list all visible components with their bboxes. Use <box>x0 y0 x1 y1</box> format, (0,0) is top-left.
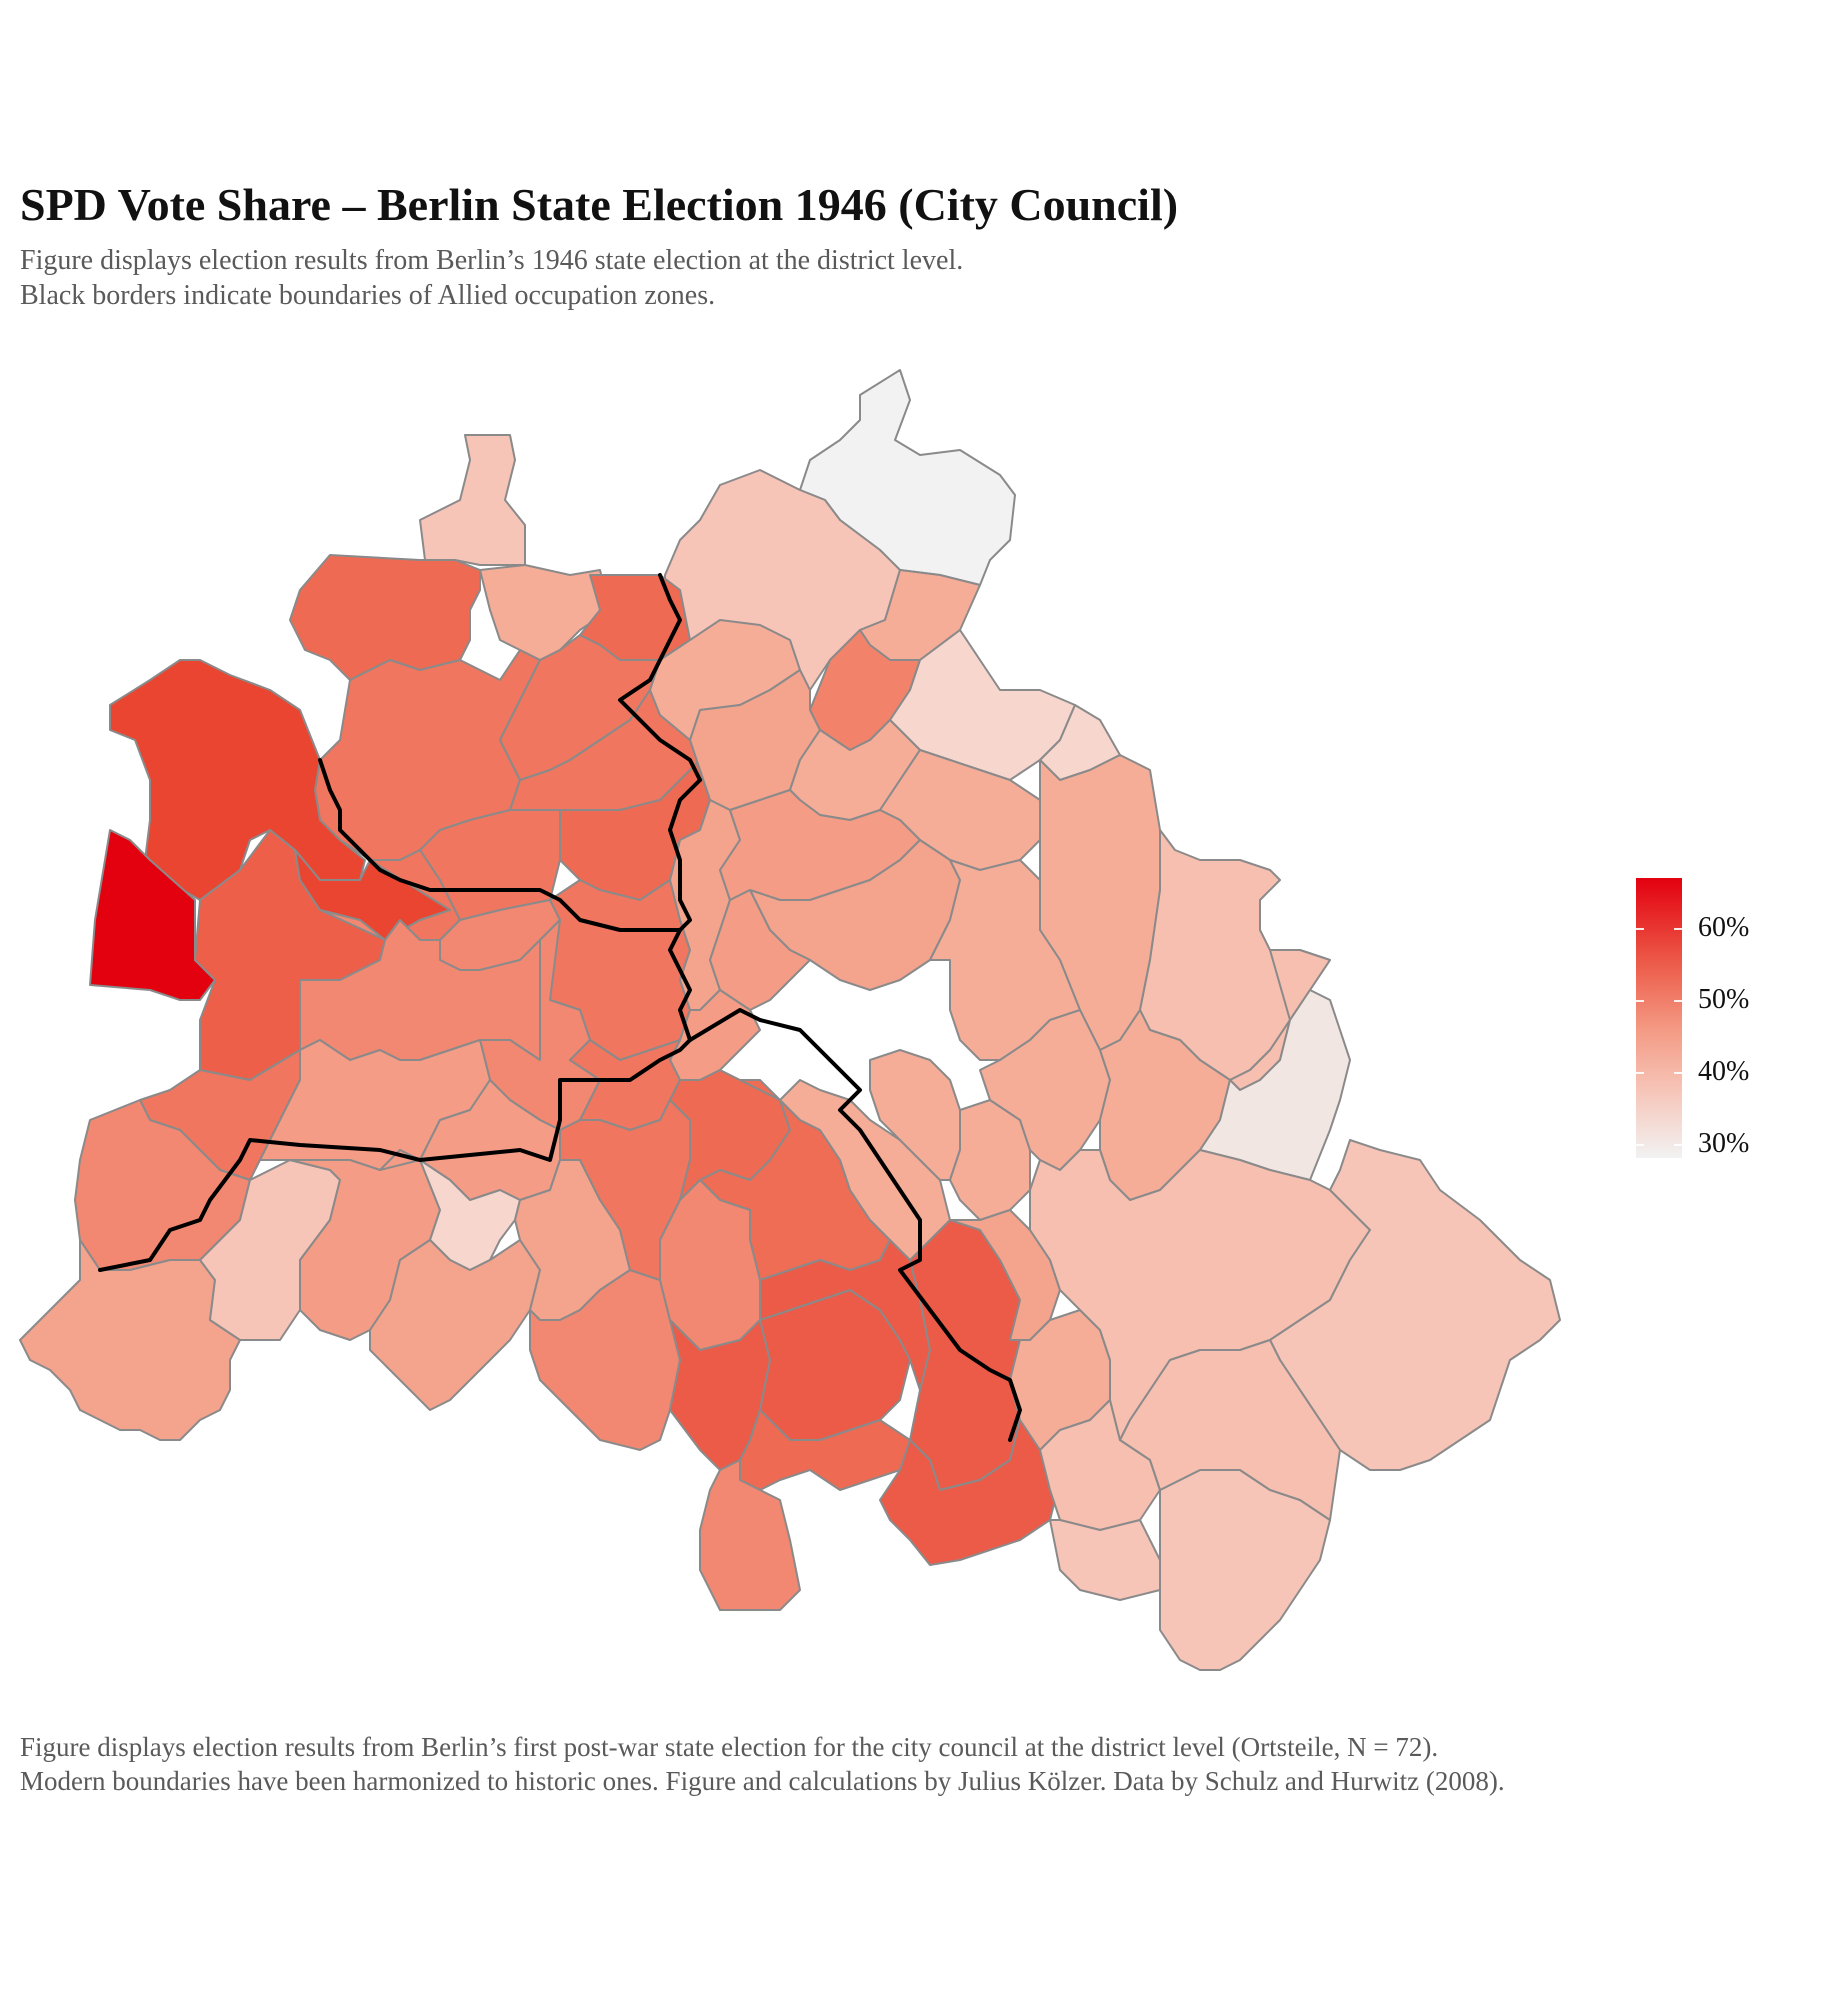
caption-line-2: Modern boundaries have been harmonized t… <box>20 1766 1505 1796</box>
district-dahlem <box>379 1159 521 1271</box>
districts <box>19 369 1561 1671</box>
district-staaken <box>89 829 216 1001</box>
district-rudow-west <box>699 1459 801 1611</box>
legend-label-30: 30% <box>1698 1128 1750 1159</box>
map-title: SPD Vote Share – Berlin State Election 1… <box>20 179 1179 230</box>
district-rahnsdorf <box>1119 1339 1341 1521</box>
map-caption: Figure displays election results from Be… <box>20 1730 1505 1798</box>
subtitle-line-1: Figure displays election results from Be… <box>20 245 964 276</box>
district-treptow <box>779 1079 951 1261</box>
map-subtitle: Figure displays election results from Be… <box>20 243 963 313</box>
zone-border-french-british <box>318 758 682 932</box>
zone-border-american-soviet <box>688 1008 1022 1442</box>
district-rudow <box>879 1419 1061 1566</box>
district-zehlendorf <box>369 1239 541 1411</box>
occupation-zone-borders <box>98 573 1022 1442</box>
district-neukoelln <box>759 1239 931 1391</box>
legend-label-40: 40% <box>1698 1056 1750 1087</box>
caption-line-1: Figure displays election results from Be… <box>20 1732 1439 1762</box>
legend-gradient-bar <box>1636 878 1682 1158</box>
zone-border-british-soviet <box>668 778 702 1042</box>
legend-label-60: 60% <box>1698 912 1750 943</box>
district-lichterfelde <box>529 1269 681 1451</box>
color-legend: 60% 50% 40% 30% <box>1636 878 1796 1168</box>
district-frohnau <box>419 434 526 566</box>
district-mueggelheim <box>1269 1139 1561 1471</box>
subtitle-line-2: Black borders indicate boundaries of All… <box>20 280 716 311</box>
zone-border-british-american <box>98 1038 692 1272</box>
legend-label-50: 50% <box>1698 984 1750 1015</box>
district-bohnsdorf <box>1049 1519 1161 1601</box>
berlin-district-map <box>19 369 1561 1671</box>
zone-border-french-soviet <box>618 573 702 782</box>
district-hermsdorf <box>479 564 611 661</box>
